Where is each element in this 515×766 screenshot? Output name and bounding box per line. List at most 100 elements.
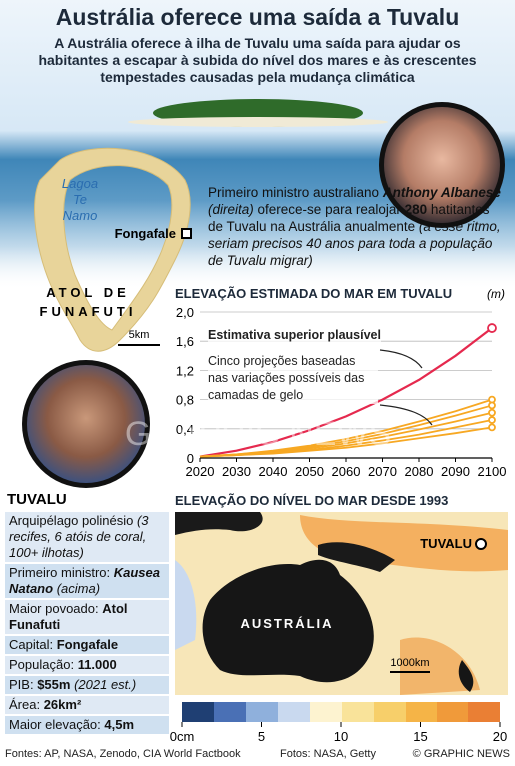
series-line — [199, 426, 493, 458]
color-legend — [182, 702, 500, 722]
end-point — [488, 401, 496, 410]
atoll-label: FUNAFUTI — [40, 304, 137, 319]
subtitle: A Austrália oferece à ilha de Tuvalu uma… — [38, 35, 477, 85]
annotation-arrow — [379, 349, 423, 369]
fact-value: 4,5m — [104, 717, 135, 732]
legend-swatch — [406, 702, 437, 722]
fact-value: 11.000 — [77, 657, 117, 672]
legend-swatch — [310, 702, 342, 722]
fact-row: Área: 26km² — [5, 696, 169, 714]
credit: © GRAPHIC NEWS — [412, 748, 510, 760]
island-label: TUVALU — [420, 536, 472, 551]
chart-title: ELEVAÇÃO ESTIMADA DO MAR EM TUVALU — [175, 286, 452, 301]
fact-row: Primeiro ministro: Kausea Natano (acima) — [5, 564, 169, 598]
caption-name: Anthony Albanese — [382, 185, 501, 200]
fact-row: Maior elevação: 4,5m — [5, 716, 169, 734]
fact-label: Área: — [9, 697, 41, 712]
portrait-albanese — [384, 107, 500, 223]
legend-swatch — [374, 702, 406, 722]
tuvalu-marker — [475, 538, 487, 550]
fact-row: População: 11.000 — [5, 656, 169, 674]
legend-swatch — [246, 702, 278, 722]
legend-tick-label: 5 — [258, 729, 265, 744]
legend-tick-label: 10 — [334, 729, 348, 744]
footer: Fontes: AP, NASA, Zenodo, CIA World Fact… — [5, 748, 510, 760]
fact-label: PIB: — [9, 677, 34, 692]
fact-value: $55m — [37, 677, 71, 692]
ocean-cool — [175, 560, 197, 650]
x-tick-label: 2040 — [259, 464, 288, 479]
fact-value: Atol Funafuti — [9, 601, 128, 632]
lagoon-label: Namo — [63, 208, 98, 223]
facts-panel: TUVALU Arquipélago polinésio (3 recifes,… — [5, 489, 169, 736]
fact-label: Maior elevação: — [9, 717, 101, 732]
end-point — [488, 423, 496, 432]
sea-level-map — [175, 512, 508, 695]
x-tick-label: 2030 — [222, 464, 251, 479]
caption-text: oferece-se para realojar — [257, 202, 401, 217]
fact-label: Arquipélago polinésio — [9, 513, 134, 528]
legend-swatch — [214, 702, 246, 722]
photo-credit: Fotos: NASA, Getty — [280, 748, 376, 760]
y-axis-label: (m) — [487, 287, 505, 301]
legend-swatch — [278, 702, 310, 722]
y-tick-label: 0,8 — [176, 393, 194, 408]
new-zealand — [458, 660, 474, 692]
x-tick-label: 2080 — [405, 464, 434, 479]
atoll-label: ATOL DE — [46, 285, 130, 300]
portrait-natano — [27, 365, 145, 483]
fact-row: Arquipélago polinésio (3 recifes, 6 atói… — [5, 512, 169, 562]
beach — [128, 117, 388, 127]
caption: Primeiro ministro australiano Anthony Al… — [208, 184, 508, 269]
scale-label: 1000km — [390, 657, 429, 669]
watermark: GRAPHIC NEWS — [125, 415, 391, 453]
fact-note: (2021 est.) — [74, 677, 137, 692]
annotation: Cinco projeções baseadas nas variações p… — [208, 353, 378, 404]
y-tick-label: 0 — [187, 451, 194, 466]
caption-text: hatitantes de Tuvalu na Austrália anualm… — [208, 202, 490, 234]
fact-row: Maior povoado: Atol Funafuti — [5, 600, 169, 634]
atoll-shape — [34, 147, 191, 352]
annotation-arrow — [379, 404, 433, 426]
lagoon-label: Te — [73, 192, 87, 207]
legend-tick-label: 0cm — [170, 729, 195, 744]
x-tick-label: 2100 — [478, 464, 507, 479]
fact-value: Kausea Natano — [9, 565, 160, 596]
asia — [175, 512, 263, 535]
caption-note: (a esse ritmo, seriam precisos 40 anos p… — [208, 219, 501, 268]
fact-value: 26km² — [43, 697, 82, 712]
y-tick-label: 1,2 — [176, 363, 194, 378]
fact-value: Fongafale — [56, 637, 119, 652]
x-tick-label: 2070 — [368, 464, 397, 479]
facts-rows: Arquipélago polinésio (3 recifes, 6 atói… — [5, 512, 169, 734]
y-tick-label: 0,4 — [176, 422, 194, 437]
fact-note: (acima) — [56, 581, 101, 596]
capital-marker — [181, 228, 192, 239]
legend-swatch — [182, 702, 214, 722]
series-line — [199, 327, 493, 458]
fact-label: População: — [9, 657, 75, 672]
end-point — [488, 408, 496, 417]
x-tick-label: 2090 — [441, 464, 470, 479]
lagoon-label: Lagoa — [62, 176, 98, 191]
ocean-warm — [400, 637, 480, 695]
fact-note: (3 recifes, 6 atóis de coral, 100+ ilhot… — [9, 513, 149, 560]
country-label: AUSTRÁLIA — [240, 616, 333, 631]
legend-swatch — [437, 702, 468, 722]
facts-title: TUVALU — [7, 491, 67, 508]
x-tick-label: 2020 — [186, 464, 215, 479]
end-point — [488, 416, 496, 424]
y-tick-label: 2,0 — [176, 305, 194, 320]
title: Austrália oferece uma saída a Tuvalu — [55, 4, 460, 30]
fact-row: PIB: $55m (2021 est.) — [5, 676, 169, 694]
capital-label: Fongafale — [115, 226, 176, 241]
x-tick-label: 2050 — [295, 464, 324, 479]
caption-text: Primeiro ministro australiano — [208, 185, 380, 200]
map-title: ELEVAÇÃO DO NÍVEL DO MAR DESDE 1993 — [175, 493, 448, 508]
sources: Fontes: AP, NASA, Zenodo, CIA World Fact… — [5, 748, 241, 760]
legend-swatch — [468, 702, 500, 722]
y-tick-label: 1,6 — [176, 334, 194, 349]
caption-role: (direita) — [208, 202, 254, 217]
scale-label: 5km — [129, 329, 150, 341]
